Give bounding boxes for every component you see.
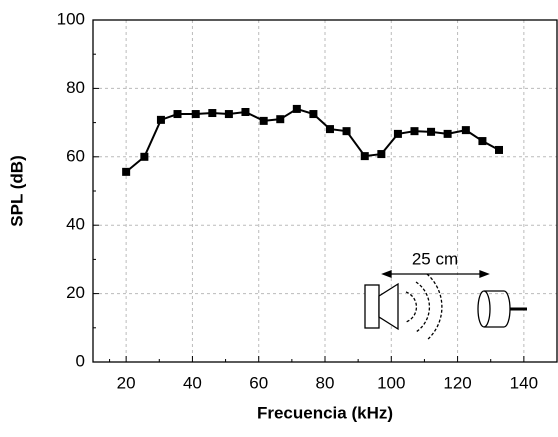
data-point bbox=[224, 110, 233, 119]
y-tick-label: 0 bbox=[76, 351, 85, 370]
data-point bbox=[292, 104, 301, 113]
y-tick-label: 40 bbox=[66, 215, 85, 234]
data-point bbox=[377, 150, 386, 159]
y-tick-label: 20 bbox=[66, 283, 85, 302]
data-point bbox=[478, 137, 487, 146]
data-point bbox=[173, 110, 182, 119]
data-point bbox=[427, 127, 436, 136]
x-tick-label: 80 bbox=[316, 373, 335, 392]
data-point bbox=[309, 110, 318, 119]
data-point bbox=[156, 115, 165, 124]
data-point bbox=[410, 127, 419, 136]
x-tick-label: 120 bbox=[443, 373, 471, 392]
x-tick-label: 140 bbox=[510, 373, 538, 392]
data-point bbox=[276, 115, 285, 124]
data-point bbox=[191, 110, 200, 119]
data-point bbox=[495, 145, 503, 154]
y-tick-label: 60 bbox=[66, 146, 85, 165]
data-point bbox=[241, 107, 250, 116]
data-point bbox=[122, 167, 131, 176]
x-tick-label: 20 bbox=[117, 373, 136, 392]
x-axis-title: Frecuencia (kHz) bbox=[257, 403, 393, 422]
setup-diagram bbox=[364, 270, 527, 341]
data-point bbox=[342, 127, 351, 136]
data-point bbox=[360, 152, 369, 161]
y-tick-label: 100 bbox=[57, 9, 85, 28]
data-point bbox=[259, 116, 268, 125]
plot-frame bbox=[92, 19, 558, 363]
data-point bbox=[325, 125, 334, 134]
data-point bbox=[393, 129, 402, 138]
annotation: 25 cm bbox=[412, 249, 458, 268]
data-point bbox=[443, 129, 452, 138]
y-tick-label: 80 bbox=[66, 78, 85, 97]
data-line bbox=[125, 107, 500, 173]
x-tick-label: 100 bbox=[377, 373, 405, 392]
x-tick-label: 60 bbox=[249, 373, 268, 392]
y-axis-title: SPL (dB) bbox=[7, 155, 26, 226]
data-point bbox=[461, 126, 470, 135]
data-point bbox=[140, 152, 149, 161]
data-point bbox=[208, 109, 217, 118]
x-tick-label: 40 bbox=[183, 373, 202, 392]
